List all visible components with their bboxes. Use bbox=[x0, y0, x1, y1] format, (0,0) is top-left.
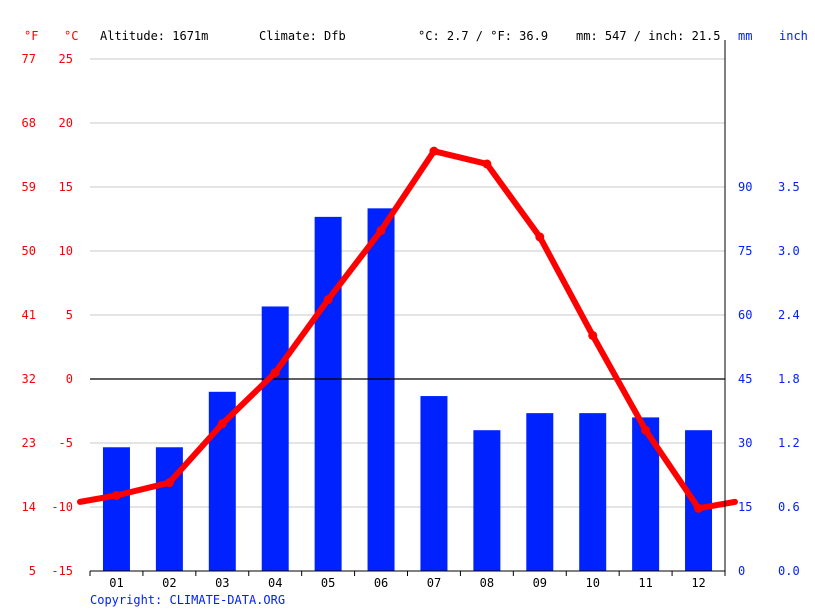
y-tick-label-fahrenheit: 5 bbox=[29, 564, 36, 578]
y-tick-label-mm: 90 bbox=[738, 180, 752, 194]
precipitation-total-label: mm: 547 / inch: 21.5 bbox=[576, 29, 721, 43]
mm-unit-label: mm bbox=[738, 29, 752, 43]
precipitation-bar bbox=[473, 430, 501, 571]
precipitation-bar bbox=[261, 306, 289, 571]
y-tick-label-fahrenheit: 59 bbox=[22, 180, 36, 194]
y-tick-label-fahrenheit: 68 bbox=[22, 116, 36, 130]
temperature-point bbox=[376, 226, 386, 236]
y-tick-label-fahrenheit: 77 bbox=[22, 52, 36, 66]
x-tick-label: 07 bbox=[427, 576, 441, 590]
temperature-point bbox=[164, 478, 174, 488]
y-tick-label-fahrenheit: 32 bbox=[22, 372, 36, 386]
y-tick-label-inch: 0.6 bbox=[778, 500, 800, 514]
y-tick-label-celsius: 5 bbox=[66, 308, 73, 322]
precipitation-bar bbox=[314, 216, 342, 571]
x-tick-label: 04 bbox=[268, 576, 282, 590]
celsius-unit-label: °C bbox=[64, 29, 78, 43]
precipitation-bars bbox=[102, 208, 713, 572]
climate-label: Climate: Dfb bbox=[259, 29, 346, 43]
temperature-point bbox=[270, 368, 280, 378]
altitude-label: Altitude: 1671m bbox=[100, 29, 208, 43]
temperature-point bbox=[588, 330, 598, 340]
y-tick-label-fahrenheit: 14 bbox=[22, 500, 36, 514]
precipitation-bar bbox=[579, 413, 607, 571]
x-tick-label: 12 bbox=[691, 576, 705, 590]
temperature-point bbox=[111, 490, 121, 500]
y-tick-label-inch: 1.8 bbox=[778, 372, 800, 386]
precipitation-bar bbox=[155, 447, 183, 571]
precipitation-bar bbox=[526, 413, 554, 571]
axes bbox=[89, 40, 726, 576]
x-tick-label: 02 bbox=[162, 576, 176, 590]
precipitation-bar bbox=[102, 447, 130, 571]
y-tick-label-fahrenheit: 41 bbox=[22, 308, 36, 322]
y-tick-label-celsius: 25 bbox=[59, 52, 73, 66]
y-tick-label-mm: 75 bbox=[738, 244, 752, 258]
grid-lines bbox=[90, 58, 725, 508]
y-tick-label-mm: 45 bbox=[738, 372, 752, 386]
y-tick-label-mm: 30 bbox=[738, 436, 752, 450]
temperature-point bbox=[429, 146, 439, 156]
y-tick-label-celsius: -5 bbox=[59, 436, 73, 450]
x-tick-label: 01 bbox=[109, 576, 123, 590]
y-tick-label-celsius: 15 bbox=[59, 180, 73, 194]
y-tick-label-mm: 15 bbox=[738, 500, 752, 514]
temperature-point bbox=[535, 232, 545, 242]
y-tick-label-inch: 0.0 bbox=[778, 564, 800, 578]
precipitation-bar bbox=[685, 430, 713, 571]
y-tick-label-inch: 3.5 bbox=[778, 180, 800, 194]
temperature-polyline bbox=[77, 148, 738, 512]
x-tick-label: 06 bbox=[374, 576, 388, 590]
tick-labels: -15 5 -10 14 -5 23 0 32 5 41 10 50 15 59 20 68 25 77 0 0.0 1… bbox=[22, 52, 800, 590]
temperature-line bbox=[77, 146, 738, 513]
y-tick-label-celsius: 0 bbox=[66, 372, 73, 386]
y-tick-label-celsius: 10 bbox=[59, 244, 73, 258]
y-tick-label-inch: 2.4 bbox=[778, 308, 800, 322]
y-tick-label-celsius: -15 bbox=[51, 564, 73, 578]
y-tick-label-mm: 60 bbox=[738, 308, 752, 322]
precipitation-bar bbox=[420, 396, 448, 571]
x-tick-label: 05 bbox=[321, 576, 335, 590]
x-tick-label: 10 bbox=[585, 576, 599, 590]
fahrenheit-unit-label: °F bbox=[24, 29, 38, 43]
inch-unit-label: inch bbox=[779, 29, 808, 43]
temperature-point bbox=[694, 503, 704, 513]
y-tick-label-celsius: -10 bbox=[51, 500, 73, 514]
y-tick-label-celsius: 20 bbox=[59, 116, 73, 130]
temperature-point bbox=[323, 295, 333, 305]
precipitation-bar bbox=[367, 208, 395, 572]
x-tick-label: 11 bbox=[638, 576, 652, 590]
y-tick-label-fahrenheit: 23 bbox=[22, 436, 36, 450]
y-tick-label-mm: 0 bbox=[738, 564, 745, 578]
temperature-point bbox=[217, 419, 227, 429]
x-tick-label: 09 bbox=[533, 576, 547, 590]
x-tick-label: 08 bbox=[480, 576, 494, 590]
temperature-average-label: °C: 2.7 / °F: 36.9 bbox=[418, 29, 548, 43]
y-tick-label-inch: 1.2 bbox=[778, 436, 800, 450]
x-tick-label: 03 bbox=[215, 576, 229, 590]
temperature-point bbox=[482, 159, 492, 169]
copyright-text: Copyright: CLIMATE-DATA.ORG bbox=[90, 593, 285, 607]
y-tick-label-fahrenheit: 50 bbox=[22, 244, 36, 258]
y-tick-label-inch: 3.0 bbox=[778, 244, 800, 258]
temperature-point bbox=[641, 425, 651, 435]
